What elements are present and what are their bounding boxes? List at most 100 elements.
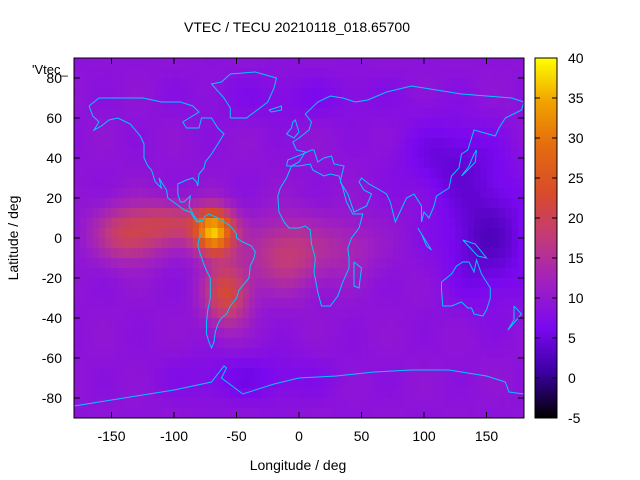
heatmap-cell — [136, 398, 144, 409]
heatmap-cell — [305, 128, 312, 139]
heatmap-cell — [267, 228, 275, 239]
heatmap-cell — [411, 178, 419, 189]
heatmap-cell — [124, 98, 131, 109]
heatmap-cell — [242, 218, 250, 229]
heatmap-cell — [317, 168, 325, 179]
heatmap-cell — [342, 408, 350, 419]
heatmap-cell — [505, 308, 512, 319]
heatmap-cell — [330, 398, 337, 409]
heatmap-cell — [392, 298, 400, 309]
heatmap-cell — [405, 208, 412, 219]
heatmap-cell — [217, 298, 225, 309]
heatmap-cell — [274, 348, 281, 359]
heatmap-cell — [517, 228, 525, 239]
heatmap-cell — [311, 228, 319, 239]
heatmap-cell — [511, 118, 519, 129]
heatmap-cell — [161, 248, 169, 259]
heatmap-cell — [330, 368, 337, 379]
heatmap-cell — [105, 188, 112, 199]
heatmap-cell — [92, 208, 100, 219]
heatmap-cell — [261, 378, 269, 389]
heatmap-cell — [336, 78, 344, 89]
heatmap-cell — [111, 298, 119, 309]
heatmap-cell — [205, 238, 212, 249]
heatmap-cell — [255, 378, 262, 389]
heatmap-cell — [442, 398, 450, 409]
heatmap-cell — [424, 248, 431, 259]
heatmap-cell — [305, 378, 312, 389]
heatmap-cell — [461, 198, 469, 209]
heatmap-cell — [267, 338, 275, 349]
heatmap-cell — [355, 398, 362, 409]
heatmap-cell — [317, 148, 325, 159]
heatmap-cell — [517, 288, 525, 299]
heatmap-cell — [99, 258, 106, 269]
heatmap-cell — [261, 308, 269, 319]
heatmap-cell — [342, 348, 350, 359]
heatmap-cell — [117, 118, 125, 129]
heatmap-cell — [492, 198, 500, 209]
heatmap-cell — [211, 208, 219, 219]
heatmap-cell — [317, 68, 325, 79]
heatmap-cell — [124, 138, 131, 149]
heatmap-cell — [167, 348, 175, 359]
heatmap-cell — [474, 378, 481, 389]
heatmap-cell — [505, 198, 512, 209]
heatmap-cell — [405, 98, 412, 109]
heatmap-cell — [255, 388, 262, 399]
heatmap-cell — [149, 208, 156, 219]
heatmap-cell — [261, 198, 269, 209]
heatmap-cell — [130, 68, 137, 79]
heatmap-cell — [355, 218, 362, 229]
heatmap-cell — [330, 168, 337, 179]
heatmap-cell — [242, 148, 250, 159]
heatmap-cell — [92, 258, 100, 269]
heatmap-cell — [424, 298, 431, 309]
heatmap-cell — [230, 118, 237, 129]
heatmap-cell — [324, 338, 331, 349]
heatmap-cell — [124, 158, 131, 169]
heatmap-cell — [442, 268, 450, 279]
heatmap-cell — [286, 348, 294, 359]
heatmap-cell — [155, 328, 162, 339]
heatmap-cell — [461, 108, 469, 119]
heatmap-cell — [392, 178, 400, 189]
heatmap-cell — [149, 138, 156, 149]
heatmap-cell — [367, 398, 375, 409]
heatmap-cell — [474, 178, 481, 189]
heatmap-cell — [436, 368, 444, 379]
heatmap-cell — [430, 358, 437, 369]
heatmap-cell — [299, 388, 306, 399]
heatmap-cell — [199, 328, 206, 339]
heatmap-cell — [230, 238, 237, 249]
heatmap-cell — [311, 268, 319, 279]
heatmap-cell — [236, 348, 244, 359]
heatmap-cell — [80, 328, 87, 339]
heatmap-cell — [249, 408, 256, 419]
heatmap-cell — [199, 248, 206, 259]
heatmap-cell — [467, 288, 475, 299]
heatmap-cell — [267, 138, 275, 149]
heatmap-cell — [392, 78, 400, 89]
heatmap-cell — [299, 228, 306, 239]
heatmap-cell — [174, 178, 181, 189]
heatmap-cell — [242, 98, 250, 109]
heatmap-cell — [86, 338, 94, 349]
heatmap-cell — [117, 138, 125, 149]
heatmap-cell — [80, 358, 87, 369]
heatmap-cell — [167, 388, 175, 399]
heatmap-cell — [217, 168, 225, 179]
heatmap-cell — [186, 178, 194, 189]
heatmap-cell — [517, 338, 525, 349]
heatmap-cell — [461, 258, 469, 269]
heatmap-cell — [374, 208, 381, 219]
heatmap-cell — [280, 328, 287, 339]
heatmap-cell — [99, 98, 106, 109]
heatmap-cell — [374, 358, 381, 369]
heatmap-cell — [211, 218, 219, 229]
heatmap-cell — [161, 358, 169, 369]
heatmap-cell — [405, 118, 412, 129]
heatmap-cell — [492, 368, 500, 379]
heatmap-cell — [330, 288, 337, 299]
heatmap-cell — [417, 378, 425, 389]
